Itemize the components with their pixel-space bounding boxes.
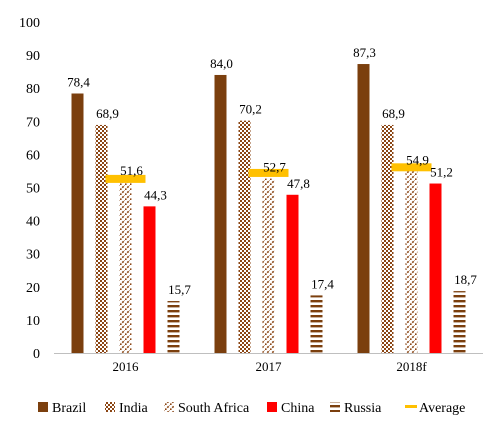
y-tick-label: 0 bbox=[33, 347, 40, 362]
legend-label: Brazil bbox=[52, 401, 86, 416]
data-label: 51,6 bbox=[120, 163, 143, 178]
data-label: 17,4 bbox=[311, 276, 334, 291]
bar-brazil bbox=[71, 93, 84, 353]
bar-south-africa bbox=[405, 171, 418, 353]
y-tick-label: 60 bbox=[26, 148, 40, 163]
x-category-label: 2018f bbox=[396, 359, 427, 374]
legend-swatch bbox=[164, 402, 174, 412]
legend-swatch bbox=[330, 402, 340, 412]
legend-swatch bbox=[38, 402, 48, 412]
legend-label: Russia bbox=[344, 401, 382, 416]
x-category-label: 2017 bbox=[256, 359, 283, 374]
y-tick-label: 50 bbox=[26, 182, 40, 197]
data-label: 84,0 bbox=[210, 56, 233, 71]
legend-label: India bbox=[119, 401, 149, 416]
bar-india bbox=[238, 120, 251, 353]
legend-swatch-average bbox=[405, 405, 417, 408]
y-tick-label: 30 bbox=[26, 248, 40, 263]
data-label: 87,3 bbox=[353, 45, 376, 60]
average-marker bbox=[105, 174, 146, 183]
data-label: 15,7 bbox=[168, 282, 191, 297]
data-label: 18,7 bbox=[454, 272, 477, 287]
data-label: 78,4 bbox=[67, 74, 90, 89]
bar-south-africa bbox=[119, 182, 132, 353]
x-category-label: 2016 bbox=[113, 359, 140, 374]
data-label: 68,9 bbox=[382, 106, 405, 121]
bar-brazil bbox=[214, 74, 227, 354]
legend-swatch bbox=[105, 402, 115, 412]
data-label: 70,2 bbox=[239, 102, 262, 117]
data-label: 52,7 bbox=[263, 160, 286, 175]
bar-russia bbox=[453, 291, 466, 353]
y-tick-label: 100 bbox=[19, 16, 40, 31]
legend-label: South Africa bbox=[178, 401, 250, 416]
bar-india bbox=[95, 124, 108, 353]
bar-brazil bbox=[357, 64, 370, 354]
y-tick-label: 80 bbox=[26, 82, 40, 97]
bar-south-africa bbox=[262, 178, 275, 353]
legend-label: China bbox=[281, 401, 315, 416]
bar-russia bbox=[310, 295, 323, 353]
y-tick-label: 70 bbox=[26, 115, 40, 130]
data-label: 54,9 bbox=[406, 152, 429, 167]
average-marker bbox=[391, 163, 432, 172]
y-tick-label: 40 bbox=[26, 215, 40, 230]
average-marker bbox=[248, 168, 289, 177]
bar-russia bbox=[167, 301, 180, 353]
data-label: 44,3 bbox=[144, 187, 167, 202]
legend-label: Average bbox=[419, 401, 465, 416]
bar-china bbox=[286, 194, 299, 353]
legend-swatch bbox=[267, 402, 277, 412]
data-label: 68,9 bbox=[96, 106, 119, 121]
y-tick-label: 20 bbox=[26, 281, 40, 296]
y-tick-label: 10 bbox=[26, 314, 40, 329]
data-label: 51,2 bbox=[430, 165, 453, 180]
bar-india bbox=[381, 124, 394, 353]
data-label: 47,8 bbox=[287, 176, 310, 191]
bar-china bbox=[143, 206, 156, 353]
bar-china bbox=[429, 183, 442, 353]
y-tick-label: 90 bbox=[26, 49, 40, 64]
